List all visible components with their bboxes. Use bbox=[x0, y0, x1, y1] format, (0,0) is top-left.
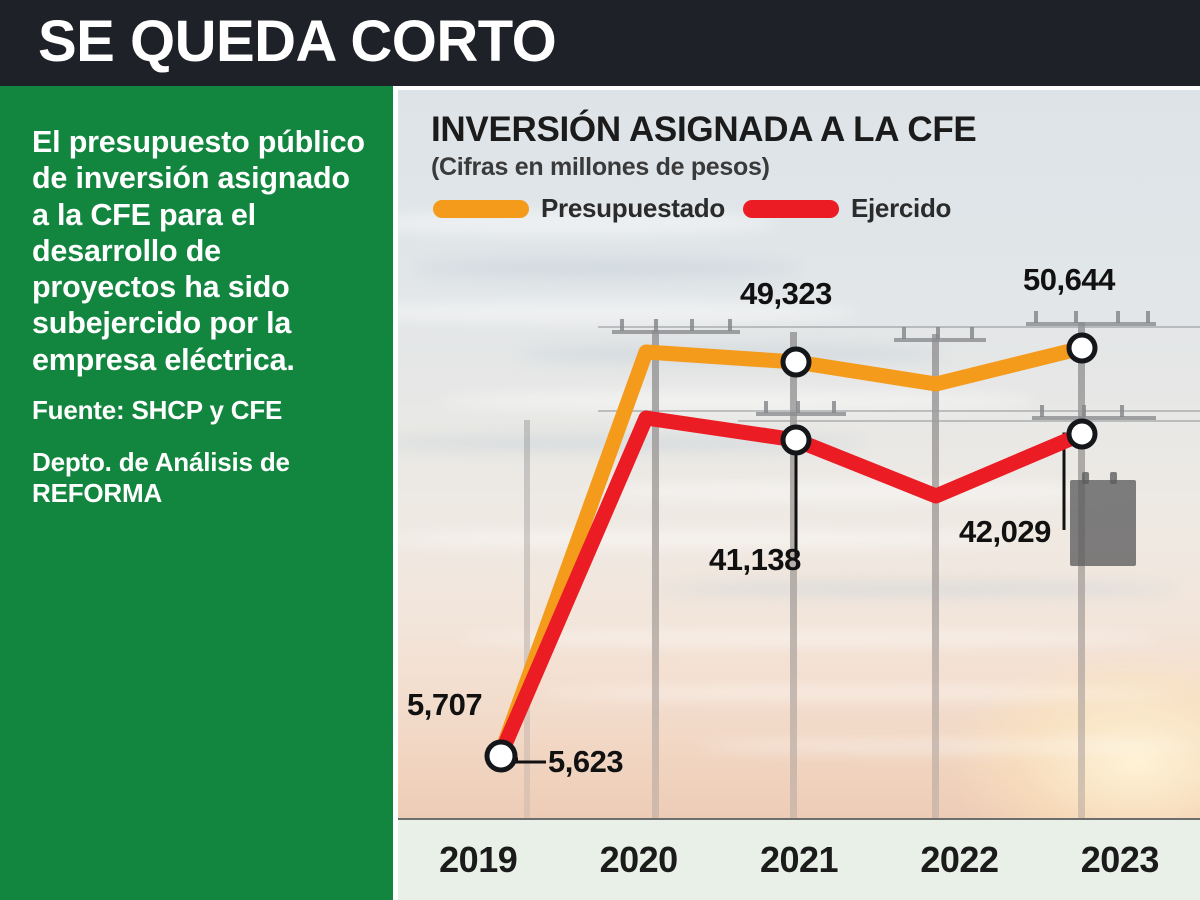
legend-swatch-presupuestado bbox=[433, 199, 529, 218]
marker-2019-combined bbox=[484, 739, 518, 773]
utility-pole bbox=[932, 334, 939, 830]
pole-insulator bbox=[1040, 405, 1044, 417]
pole-insulator bbox=[1034, 311, 1038, 323]
pole-insulator bbox=[970, 327, 974, 339]
pole-insulator bbox=[728, 319, 732, 331]
pole-crossarm bbox=[1032, 416, 1156, 420]
power-wire bbox=[598, 326, 1200, 328]
chart-panel: INVERSIÓN ASIGNADA A LA CFE (Cifras en m… bbox=[398, 90, 1200, 900]
page-title: SE QUEDA CORTO bbox=[38, 9, 557, 74]
x-tick-2020: 2020 bbox=[599, 839, 679, 880]
pole-insulator bbox=[936, 327, 940, 339]
pole-crossarm bbox=[1026, 322, 1156, 326]
value-label-ejercido-2023: 42,029 bbox=[959, 514, 1051, 549]
pole-insulator bbox=[1120, 405, 1124, 417]
x-tick-2022: 2022 bbox=[920, 839, 999, 880]
utility-pole bbox=[1078, 322, 1085, 830]
legend-label-ejercido: Ejercido bbox=[850, 193, 952, 223]
utility-pole bbox=[652, 330, 659, 830]
legend-item-ejercido: Ejercido bbox=[742, 193, 952, 224]
pole-insulator bbox=[1074, 311, 1078, 323]
chart-legend: Presupuestado Ejercido bbox=[433, 193, 951, 224]
pole-crossarm bbox=[612, 330, 740, 334]
pole-insulator bbox=[902, 327, 906, 339]
sidebar-lede-text: El presupuesto público de inversión asig… bbox=[32, 125, 365, 377]
sidebar-credit: Depto. de Análisis de REFORMA bbox=[32, 447, 290, 508]
x-axis: 2019 2020 2021 2022 2023 bbox=[398, 818, 1200, 900]
legend-swatch-ejercido bbox=[742, 199, 839, 218]
pole-crossarm bbox=[894, 338, 986, 342]
utility-pole bbox=[524, 420, 530, 830]
legend-item-presupuestado: Presupuestado bbox=[433, 193, 725, 224]
x-axis-ticks: 2019 2020 2021 2022 2023 bbox=[398, 820, 1200, 900]
pole-insulator bbox=[832, 401, 836, 413]
power-wire bbox=[598, 410, 1200, 412]
marker-presupuestado-2021 bbox=[780, 346, 812, 378]
chart-subtitle: (Cifras en millones de pesos) bbox=[431, 153, 770, 181]
leader-lines bbox=[502, 432, 1082, 764]
legend-label-presupuestado: Presupuestado bbox=[541, 193, 725, 223]
pole-insulator bbox=[620, 319, 624, 331]
transformer-box bbox=[1110, 472, 1117, 484]
value-label-presupuestado-2021: 49,323 bbox=[740, 276, 832, 311]
pole-insulator bbox=[1116, 311, 1120, 323]
chart-plot bbox=[484, 332, 1098, 773]
pole-insulator bbox=[796, 401, 800, 413]
value-label-presupuestado-2019: 5,623 bbox=[548, 744, 624, 779]
x-tick-2021: 2021 bbox=[759, 839, 839, 880]
sidebar-panel: El presupuesto público de inversión asig… bbox=[0, 86, 393, 900]
sidebar-source: Fuente: SHCP y CFE bbox=[32, 394, 283, 425]
x-tick-2023: 2023 bbox=[1080, 839, 1160, 880]
marker-ejercido-2023 bbox=[1066, 418, 1098, 450]
pole-insulator bbox=[690, 319, 694, 331]
pole-crossarm bbox=[756, 412, 846, 416]
marker-ejercido-2021 bbox=[780, 424, 812, 456]
value-label-presupuestado-2023: 50,644 bbox=[1023, 262, 1115, 297]
value-label-ejercido-2019: 5,707 bbox=[407, 687, 483, 722]
series-line-ejercido bbox=[492, 410, 1090, 764]
pole-insulator bbox=[1082, 405, 1086, 417]
pole-insulator bbox=[1146, 311, 1150, 323]
chart-title: INVERSIÓN ASIGNADA A LA CFE bbox=[431, 110, 977, 149]
header-bar: SE QUEDA CORTO bbox=[0, 0, 1200, 86]
value-label-ejercido-2021: 41,138 bbox=[709, 542, 801, 577]
x-tick-2019: 2019 bbox=[439, 839, 518, 880]
power-wire bbox=[738, 420, 1200, 422]
utility-pole bbox=[790, 332, 797, 830]
transformer-box bbox=[1070, 480, 1136, 566]
data-point-markers bbox=[484, 332, 1098, 773]
marker-presupuestado-2023 bbox=[1066, 332, 1098, 364]
background-photo bbox=[398, 90, 1200, 900]
pole-insulator bbox=[654, 319, 658, 331]
pole-insulator bbox=[764, 401, 768, 413]
transformer-box bbox=[1082, 472, 1089, 484]
